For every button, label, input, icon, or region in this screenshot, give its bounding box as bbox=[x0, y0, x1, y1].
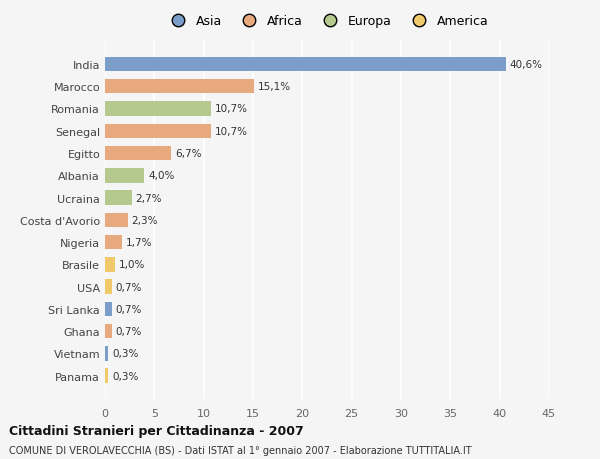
Text: 0,7%: 0,7% bbox=[116, 282, 142, 292]
Bar bbox=[105, 235, 122, 250]
Bar bbox=[105, 347, 108, 361]
Bar bbox=[105, 369, 108, 383]
Bar bbox=[105, 124, 211, 139]
Text: 1,7%: 1,7% bbox=[126, 238, 152, 247]
Text: 15,1%: 15,1% bbox=[258, 82, 291, 92]
Text: 0,3%: 0,3% bbox=[112, 349, 138, 358]
Bar bbox=[105, 102, 211, 117]
Bar bbox=[105, 80, 254, 94]
Text: 2,3%: 2,3% bbox=[131, 215, 158, 225]
Text: 1,0%: 1,0% bbox=[119, 260, 145, 270]
Text: 0,7%: 0,7% bbox=[116, 304, 142, 314]
Bar bbox=[105, 257, 115, 272]
Bar bbox=[105, 146, 171, 161]
Bar bbox=[105, 280, 112, 294]
Text: 4,0%: 4,0% bbox=[148, 171, 175, 181]
Text: 0,3%: 0,3% bbox=[112, 371, 138, 381]
Text: 40,6%: 40,6% bbox=[509, 60, 542, 70]
Bar bbox=[105, 213, 128, 228]
Bar bbox=[105, 324, 112, 339]
Text: COMUNE DI VEROLAVECCHIA (BS) - Dati ISTAT al 1° gennaio 2007 - Elaborazione TUTT: COMUNE DI VEROLAVECCHIA (BS) - Dati ISTA… bbox=[9, 445, 472, 455]
Text: 2,7%: 2,7% bbox=[136, 193, 162, 203]
Text: 10,7%: 10,7% bbox=[215, 127, 248, 136]
Legend: Asia, Africa, Europa, America: Asia, Africa, Europa, America bbox=[166, 15, 488, 28]
Bar bbox=[105, 168, 145, 183]
Bar bbox=[105, 191, 131, 205]
Text: 6,7%: 6,7% bbox=[175, 149, 202, 159]
Bar bbox=[105, 57, 506, 72]
Bar bbox=[105, 302, 112, 316]
Text: 10,7%: 10,7% bbox=[215, 104, 248, 114]
Text: Cittadini Stranieri per Cittadinanza - 2007: Cittadini Stranieri per Cittadinanza - 2… bbox=[9, 425, 304, 437]
Text: 0,7%: 0,7% bbox=[116, 326, 142, 336]
